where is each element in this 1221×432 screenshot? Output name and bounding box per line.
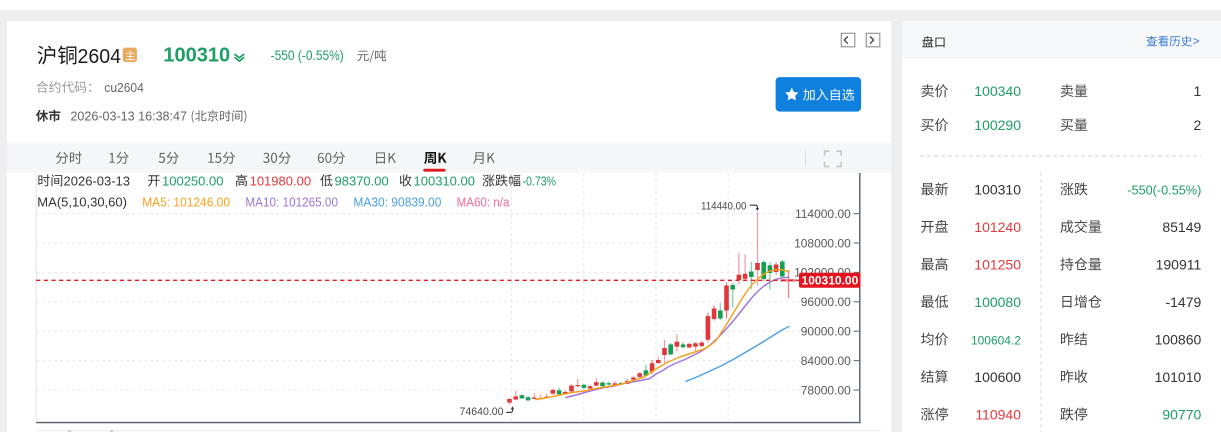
svg-text:2604: 2604	[78, 46, 122, 68]
svg-text:100310: 100310	[974, 181, 1021, 197]
svg-text:190911: 190911	[1156, 256, 1202, 272]
svg-text:100080: 100080	[974, 294, 1021, 310]
svg-text:2026-03-13 16:38:47: 2026-03-13 16:38:47	[70, 108, 187, 123]
svg-text:>: >	[1193, 35, 1200, 48]
svg-text:90000.00: 90000.00	[801, 325, 851, 339]
svg-text:1: 1	[1194, 83, 1202, 99]
svg-text:100250.00: 100250.00	[162, 173, 223, 188]
svg-text:114440.00: 114440.00	[701, 200, 747, 212]
svg-text:2026-03-13: 2026-03-13	[64, 173, 131, 188]
svg-text:98370.00: 98370.00	[335, 173, 389, 188]
svg-text:-1479: -1479	[1165, 294, 1201, 310]
svg-text:100340: 100340	[974, 83, 1021, 99]
svg-text:2: 2	[1194, 117, 1202, 133]
svg-text:108000.00: 108000.00	[794, 236, 851, 250]
svg-text:-550 (-0.55%): -550 (-0.55%)	[271, 47, 344, 63]
svg-text:74640.00: 74640.00	[460, 406, 504, 418]
svg-text:114000.00: 114000.00	[795, 207, 851, 221]
svg-text:84000.00: 84000.00	[801, 354, 851, 368]
svg-text:110940: 110940	[975, 406, 1021, 422]
svg-text:MA10: 101265.00: MA10: 101265.00	[245, 195, 338, 209]
svg-text:100310.00: 100310.00	[802, 273, 859, 287]
svg-text:100600: 100600	[974, 369, 1021, 385]
svg-text:78000.00: 78000.00	[801, 383, 851, 397]
svg-text:100310: 100310	[163, 45, 230, 67]
svg-text:96000.00: 96000.00	[801, 295, 851, 309]
svg-text:-550(-0.55%): -550(-0.55%)	[1127, 183, 1201, 197]
svg-text:MA5: 101246.00: MA5: 101246.00	[142, 195, 230, 209]
svg-text:101980.00: 101980.00	[250, 173, 311, 188]
svg-text:MA60: n/a: MA60: n/a	[457, 195, 510, 209]
svg-text:cu2604: cu2604	[104, 80, 144, 95]
svg-text:101240: 101240	[974, 219, 1021, 235]
svg-text:90770: 90770	[1162, 406, 1201, 422]
svg-text:-0.73%: -0.73%	[523, 173, 557, 188]
svg-text:100310.00: 100310.00	[414, 173, 475, 188]
svg-text:100604.2: 100604.2	[971, 333, 1021, 347]
svg-text:100860: 100860	[1155, 331, 1202, 347]
svg-text:MA30: 90839.00: MA30: 90839.00	[353, 195, 441, 209]
svg-text:101010: 101010	[1155, 369, 1202, 385]
svg-text:101250: 101250	[974, 256, 1021, 272]
svg-text:85149: 85149	[1162, 219, 1201, 235]
svg-text:100290: 100290	[974, 117, 1021, 133]
svg-text:MA(5,10,30,60): MA(5,10,30,60)	[37, 195, 127, 209]
